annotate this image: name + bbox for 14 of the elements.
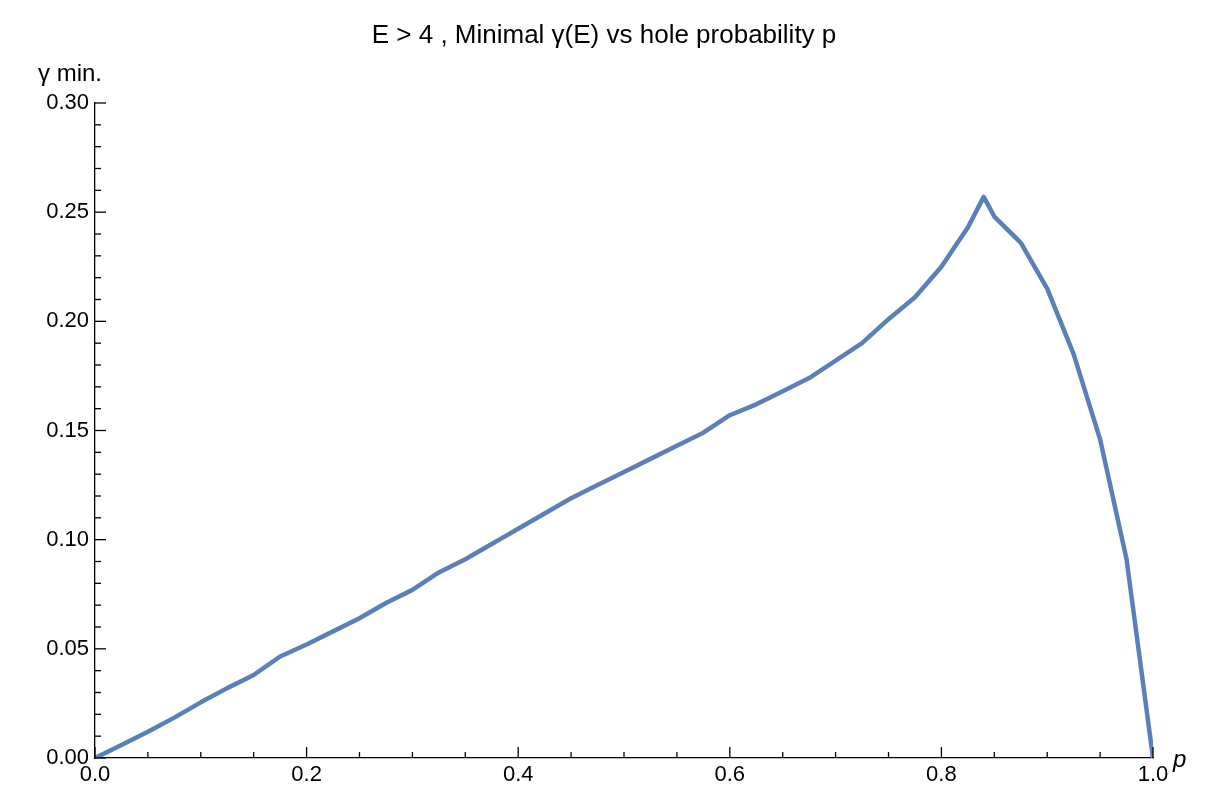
y-tick-label: 0.15 bbox=[46, 416, 89, 442]
x-tick-label: 1.0 bbox=[1137, 761, 1169, 787]
x-tick-label: 0.4 bbox=[502, 761, 534, 787]
y-tick-label: 0.20 bbox=[46, 307, 89, 333]
y-axis-title: γ min. bbox=[38, 58, 103, 86]
x-tick-label: 0.8 bbox=[926, 761, 957, 787]
x-tick-label: 0.6 bbox=[714, 761, 746, 787]
x-tick-label: 0.2 bbox=[291, 761, 322, 787]
y-tick-label: 0.30 bbox=[46, 89, 89, 115]
x-axis-title: p bbox=[1172, 744, 1187, 772]
y-tick-label: 0.05 bbox=[46, 634, 89, 660]
chart-title: E > 4 , Minimal γ(E) vs hole probability p bbox=[371, 19, 837, 50]
y-tick-label: 0.25 bbox=[46, 198, 89, 224]
y-tick-label: 0.10 bbox=[46, 525, 89, 551]
